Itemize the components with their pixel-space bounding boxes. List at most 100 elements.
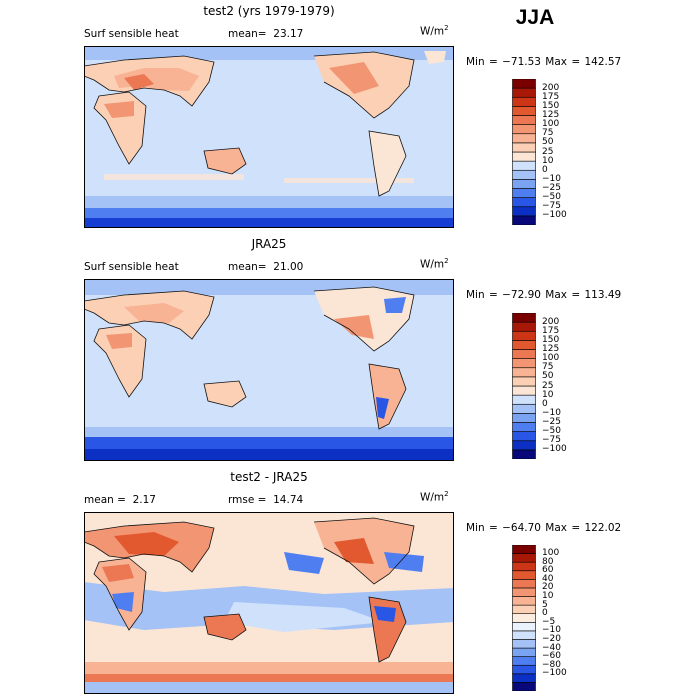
colorbar-label: 25	[542, 380, 554, 391]
colorbar-label: 100	[542, 353, 560, 364]
colorbar-swatch	[512, 115, 536, 125]
colorbar-swatch	[512, 639, 536, 649]
colorbar-swatch	[512, 403, 536, 414]
colorbar-label: −75	[542, 435, 561, 446]
colorbar-label: −10	[542, 173, 561, 184]
colorbar-swatch	[512, 188, 536, 198]
colorbar-swatch	[512, 440, 536, 451]
panel-1-map	[84, 46, 454, 228]
colorbar-swatch	[512, 106, 536, 116]
panel-2-mean: mean= 21.00	[228, 261, 303, 273]
colorbar-label: −75	[542, 201, 561, 212]
colorbar-swatch	[512, 431, 536, 442]
colorbar-label: −25	[542, 183, 561, 193]
colorbar-swatch	[512, 613, 536, 623]
panel-3-rmse: rmse = 14.74	[228, 494, 303, 506]
colorbar-label: 10	[542, 155, 554, 166]
panel-2-mean-value: 21.00	[273, 261, 304, 273]
colorbar-swatch	[512, 682, 536, 691]
panel-1-minmax: Min = −71.53 Max = 142.57	[466, 56, 622, 68]
panel-2-mean-label: mean=	[228, 261, 267, 273]
panel-3-title: test2 - JRA25	[230, 470, 308, 484]
colorbar-swatch	[512, 385, 536, 396]
colorbar-label: 75	[542, 128, 554, 139]
panel-1-mean-label: mean=	[228, 28, 267, 40]
colorbar-swatch	[512, 87, 536, 98]
panel-3-rmse-label: rmse =	[228, 494, 267, 506]
panel-2-colorbar	[512, 313, 536, 459]
panel-2-units: W/m2	[420, 257, 449, 271]
panel-1-mean-value: 23.17	[273, 28, 304, 40]
colorbar-label: 50	[542, 371, 554, 382]
colorbar-swatch	[512, 197, 536, 208]
panel-3-units: W/m2	[420, 490, 449, 504]
panel-3-colorbar	[512, 545, 536, 691]
panel-1-title: test2 (yrs 1979-1979)	[203, 4, 335, 18]
colorbar-swatch	[512, 169, 536, 180]
colorbar-label: 125	[542, 110, 560, 120]
colorbar-swatch	[512, 313, 536, 323]
panel-2-variable-label: Surf sensible heat	[84, 261, 179, 273]
colorbar-swatch	[512, 587, 536, 597]
colorbar-label: 0	[542, 164, 548, 175]
colorbar-swatch	[512, 604, 536, 615]
colorbar-label: −50	[542, 426, 561, 437]
colorbar-swatch	[512, 96, 536, 107]
colorbar-label: 5	[542, 599, 548, 610]
colorbar-swatch	[512, 151, 536, 162]
colorbar-swatch	[512, 376, 536, 387]
colorbar-label: 80	[542, 556, 554, 567]
panel-1-colorbar	[512, 79, 536, 225]
colorbar-swatch	[512, 160, 536, 171]
colorbar-swatch	[512, 422, 536, 432]
colorbar-swatch	[512, 179, 536, 189]
colorbar-label: 0	[542, 398, 548, 409]
colorbar-swatch	[512, 215, 536, 225]
colorbar-label: 175	[542, 325, 560, 336]
panel-2-colorbar-labels: 200 175 150 125 100 75 50 25 10 0 −10 −25 −50 −75 −100	[542, 313, 582, 459]
panel-3-mean: mean = 2.17	[84, 494, 156, 506]
colorbar-label: −10	[542, 625, 561, 636]
colorbar-label: 200	[542, 82, 560, 93]
colorbar-label: −100	[542, 668, 567, 679]
colorbar-swatch	[512, 596, 536, 606]
colorbar-swatch	[512, 349, 536, 359]
colorbar-swatch	[512, 647, 536, 657]
colorbar-swatch	[512, 79, 536, 89]
panel-3-colorbar-labels: 100 80 60 40 20 10 5 0 −5 −10 −20 −40 −60 −80 −100	[542, 545, 582, 691]
colorbar-swatch	[512, 545, 536, 554]
colorbar-label: −100	[542, 210, 567, 221]
colorbar-swatch	[512, 124, 536, 135]
season-label: JJA	[515, 6, 555, 29]
colorbar-swatch	[512, 142, 536, 153]
colorbar-label: 175	[542, 91, 560, 102]
colorbar-label: 10	[542, 389, 554, 400]
panel-2-minmax: Min = −72.90 Max = 113.49	[466, 289, 622, 301]
colorbar-label: 125	[542, 344, 560, 354]
colorbar-label: 60	[542, 565, 554, 576]
colorbar-swatch	[512, 413, 536, 423]
colorbar-label: −50	[542, 192, 561, 203]
colorbar-label: −40	[542, 642, 561, 653]
colorbar-label: 25	[542, 146, 554, 157]
panel-1-mean: mean= 23.17	[228, 28, 303, 40]
colorbar-label: 150	[542, 334, 560, 345]
colorbar-swatch	[512, 553, 536, 563]
colorbar-swatch	[512, 321, 536, 332]
panel-3-mean-label: mean =	[84, 494, 126, 506]
colorbar-swatch	[512, 579, 536, 589]
colorbar-swatch	[512, 340, 536, 350]
colorbar-label: −10	[542, 407, 561, 418]
panel-3-mean-value: 2.17	[132, 494, 156, 506]
colorbar-swatch	[512, 673, 536, 683]
colorbar-swatch	[512, 621, 536, 632]
colorbar-swatch	[512, 206, 536, 217]
colorbar-label: 150	[542, 100, 560, 111]
panel-3-map	[84, 512, 454, 694]
colorbar-swatch	[512, 133, 536, 144]
colorbar-label: 100	[542, 548, 560, 559]
panel-1-units: W/m2	[420, 24, 449, 38]
colorbar-label: −80	[542, 659, 561, 670]
colorbar-label: −5	[542, 616, 556, 627]
colorbar-swatch	[512, 449, 536, 459]
